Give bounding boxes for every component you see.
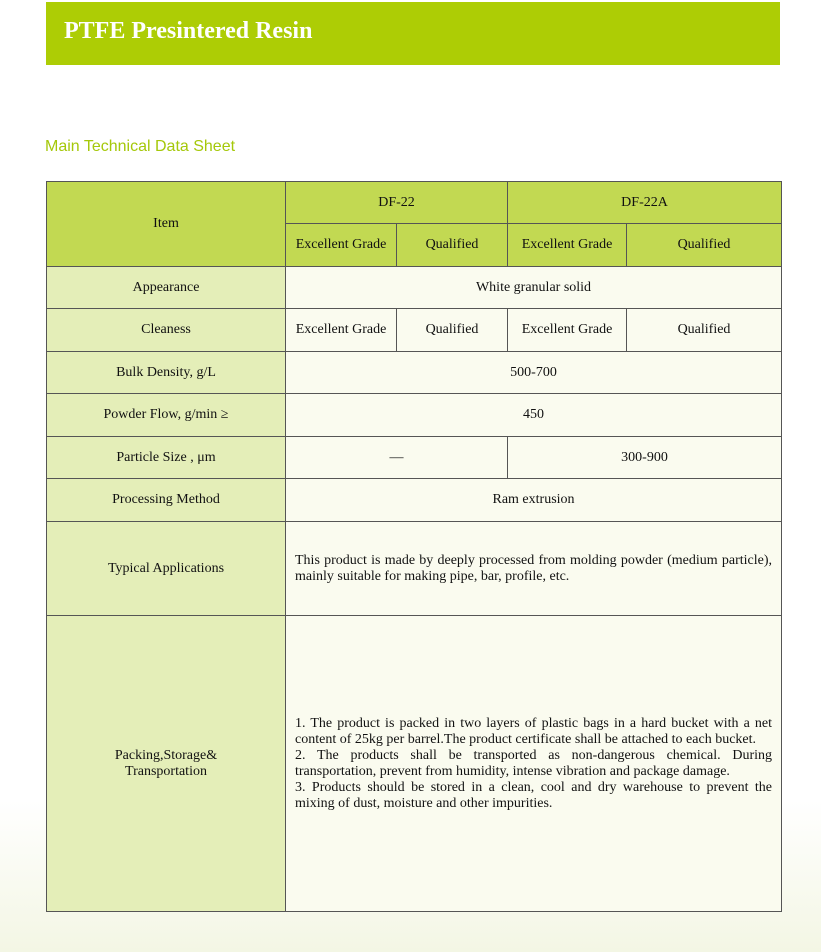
packing-item: 2. The products shall be transported as …	[295, 747, 773, 779]
grade-header: Qualified	[396, 223, 508, 267]
row-label: Appearance	[46, 266, 286, 309]
cell-value: 300-900	[506, 436, 783, 479]
grade-header: Excellent Grade	[507, 223, 627, 267]
row-label: Processing Method	[46, 478, 286, 522]
table-row: Powder Flow, g/min ≥ 450	[46, 393, 783, 437]
cell-value: Qualified	[625, 308, 783, 352]
cell-value: Ram extrusion	[284, 478, 783, 522]
row-label-line: Packing,Storage&	[114, 747, 218, 763]
product-header: DF-22	[285, 181, 508, 224]
table-row: Appearance White granular solid	[46, 266, 783, 309]
row-label: Cleaness	[46, 308, 286, 352]
packing-item: 3. Products should be stored in a clean,…	[295, 779, 773, 811]
cell-value: —	[285, 436, 508, 479]
row-label: Particle Size , μm	[46, 436, 286, 479]
cell-value: Excellent Grade	[507, 308, 627, 352]
row-label-line: Transportation	[125, 763, 207, 779]
cell-value: This product is made by deeply processed…	[284, 521, 783, 616]
cell-value: 1. The product is packed in two layers o…	[284, 615, 783, 912]
item-header: Item	[46, 181, 286, 267]
row-label: Bulk Density, g/L	[46, 351, 286, 394]
row-label: Powder Flow, g/min ≥	[46, 393, 286, 437]
table-row: Particle Size , μm — 300-900	[46, 436, 783, 479]
row-label: Packing,Storage& Transportation	[46, 615, 286, 912]
cell-value: Qualified	[396, 308, 508, 352]
table-row: Cleaness Excellent Grade Qualified Excel…	[46, 308, 783, 352]
cell-value: White granular solid	[284, 266, 783, 309]
table-row: Typical Applications This product is mad…	[46, 521, 783, 616]
table-row: Bulk Density, g/L 500-700	[46, 351, 783, 394]
row-label: Typical Applications	[46, 521, 286, 616]
cell-value: Excellent Grade	[285, 308, 397, 352]
grade-header-row: Excellent Grade Qualified Excellent Grad…	[47, 223, 783, 267]
cell-value: 500-700	[284, 351, 783, 394]
grade-header: Excellent Grade	[285, 223, 397, 267]
grade-header: Qualified	[625, 223, 783, 267]
cell-value: 450	[284, 393, 783, 437]
table-row: Processing Method Ram extrusion	[46, 478, 783, 522]
product-header: DF-22A	[506, 181, 783, 224]
packing-item: 1. The product is packed in two layers o…	[295, 715, 773, 747]
title-banner: PTFE Presintered Resin	[46, 2, 780, 65]
table-row: Packing,Storage& Transportation 1. The p…	[46, 615, 783, 912]
table-header-row: Item DF-22 DF-22A	[46, 181, 783, 267]
page-title: PTFE Presintered Resin	[64, 18, 313, 44]
technical-data-table: Item DF-22 DF-22A Excellent Grade Qualif…	[46, 181, 783, 912]
section-title: Main Technical Data Sheet	[45, 138, 236, 155]
